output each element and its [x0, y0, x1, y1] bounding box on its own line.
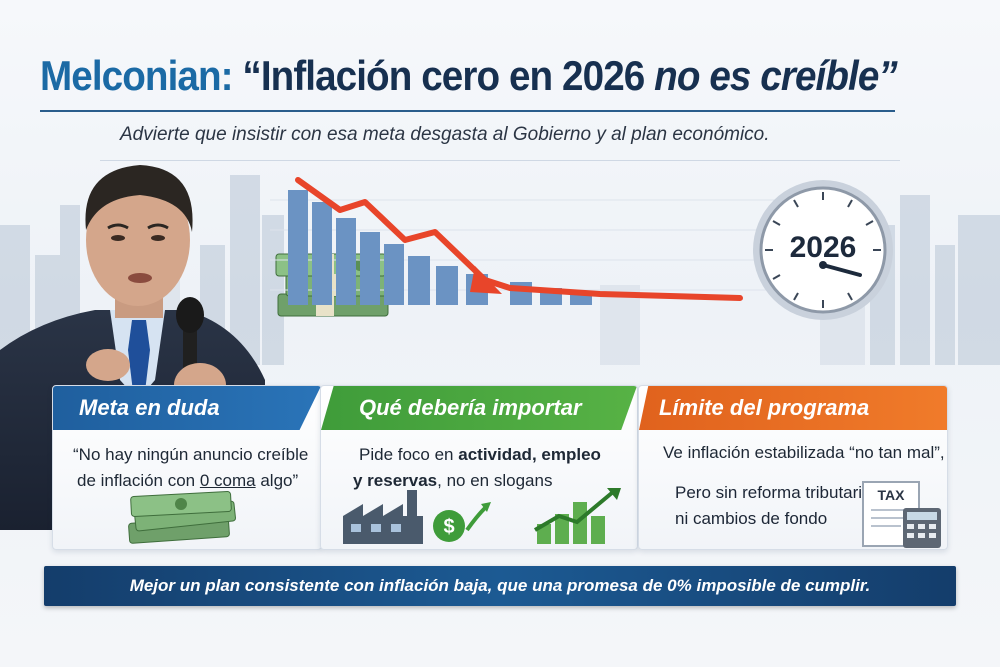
card-1-line1: “No hay ningún anuncio creíble — [73, 445, 309, 464]
industry-growth-icons: $ — [343, 488, 621, 544]
conclusion-banner — [44, 566, 956, 606]
card-3-line1: Ve inflación estabilizada “no tan mal”, — [663, 443, 945, 462]
card-3-line2: Pero sin reforma tributaria — [675, 483, 872, 502]
card-2-line1: Pide foco en actividad, empleo — [359, 442, 601, 468]
card-3-title: Límite del programa — [639, 386, 947, 430]
subtitle: Advierte que insistir con esa meta desga… — [120, 124, 770, 145]
card-2-line2-a: y reservas — [353, 471, 438, 490]
chart-bar — [336, 218, 356, 305]
card-1-line2-a: de inflación con — [77, 471, 200, 490]
card-2-line1-b: actividad, empleo — [458, 445, 601, 464]
dollar-growth-icon: $ — [433, 502, 491, 542]
chart-bar — [288, 190, 308, 305]
card-2-body: Pide foco en actividad, empleo y reserva… — [353, 442, 601, 494]
page-title: Melconian: “Inflación cero en 2026 no es… — [40, 52, 898, 108]
chart-bar — [312, 202, 332, 305]
card-1-quote: “No hay ningún anuncio creíble de inflac… — [73, 442, 308, 494]
clock-icon: 2026 — [753, 180, 893, 320]
subtitle-divider — [100, 160, 900, 161]
conclusion-banner-text: Mejor un plan consistente con inflación … — [129, 576, 871, 595]
chart-bar — [360, 232, 380, 305]
calculator-icon — [903, 508, 941, 548]
card-3-line3: ni cambios de fondo — [675, 509, 828, 528]
title-quote-part2: no es creíble” — [654, 52, 898, 99]
card-que-deberia-importar: Qué debería importar Pide foco en activi… — [320, 385, 638, 550]
card-meta-en-duda: Meta en duda “No hay ningún anuncio creí… — [52, 385, 322, 550]
tax-label: TAX — [878, 487, 906, 503]
card-1-line2: de inflación con 0 coma algo” — [73, 468, 308, 494]
card-limite-del-programa: Límite del programa Ve inflación estabil… — [638, 385, 948, 550]
card-2-line2: y reservas, no en slogans — [353, 468, 601, 494]
card-1-title: Meta en duda — [53, 386, 321, 430]
svg-text:$: $ — [443, 516, 454, 538]
card-3-lines: Pero sin reforma tributaria ni cambios d… — [675, 480, 872, 532]
trend-line — [295, 177, 743, 301]
title-divider — [40, 110, 895, 112]
trend-arrow-head — [470, 266, 502, 294]
growth-bars-icon — [533, 488, 621, 544]
card-2-line2-b: , no en slogans — [437, 471, 553, 490]
tax-calculator-icon: TAX — [862, 481, 941, 548]
money-bills-icon — [128, 491, 236, 544]
clock-year: 2026 — [790, 231, 857, 264]
decreasing-inflation-chart — [270, 177, 790, 305]
card-1-line2-c: algo” — [255, 471, 299, 490]
chart-bar — [384, 244, 404, 305]
title-quote-part1: “Inflación cero en 2026 — [242, 52, 645, 99]
card-2-title: Qué debería importar — [321, 386, 637, 430]
card-2-line1-a: Pide foco en — [359, 445, 459, 464]
chart-bar — [408, 256, 430, 305]
factory-icon — [343, 490, 423, 544]
chart-bar — [436, 266, 458, 305]
title-name: Melconian: — [40, 52, 234, 99]
card-1-line2-b: 0 coma — [199, 471, 256, 490]
